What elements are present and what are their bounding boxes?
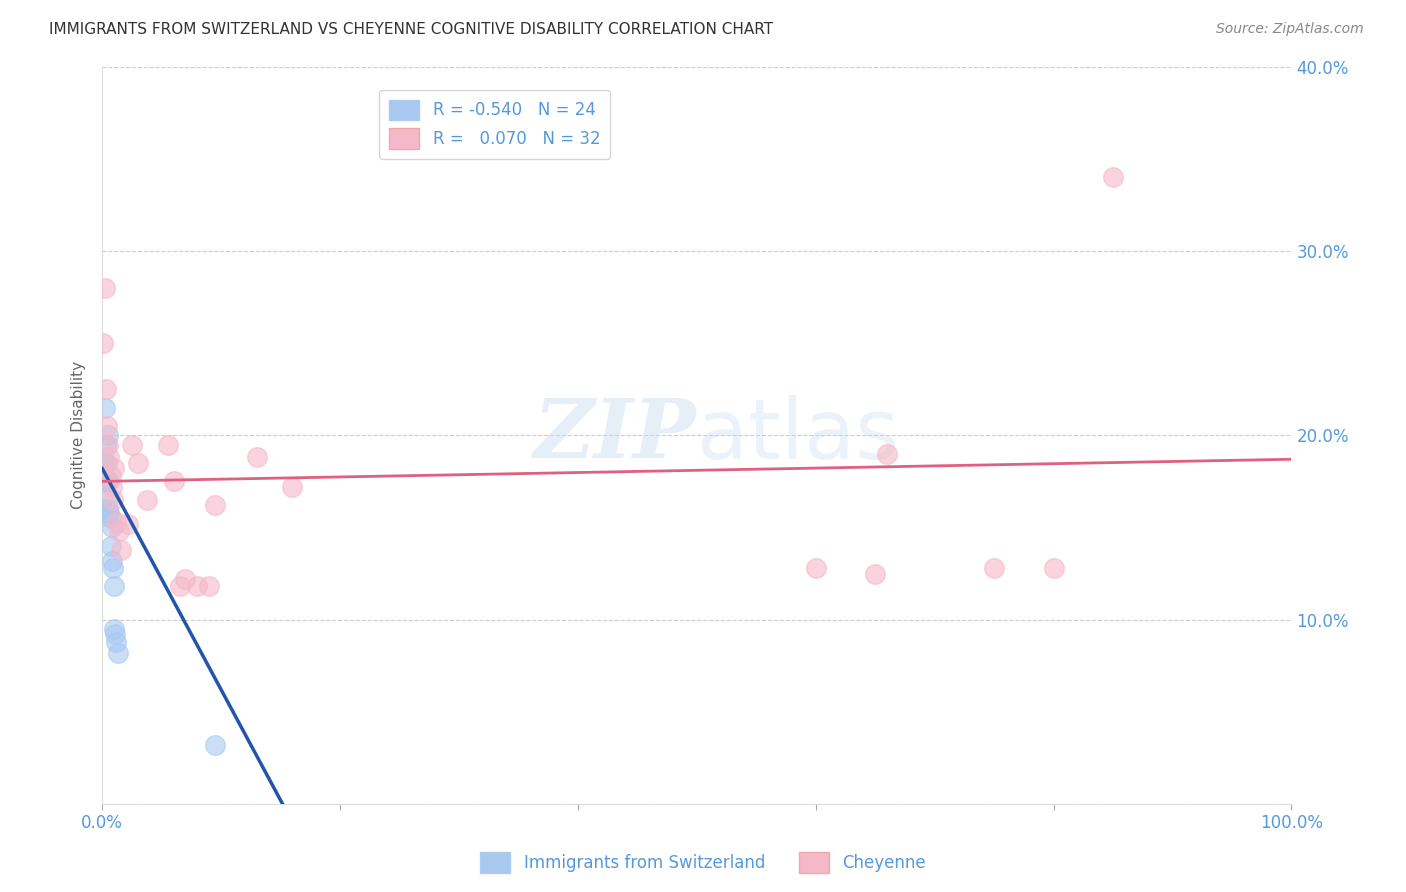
Point (100, 511, 122, 525)
Point (93, 456, 115, 470)
Point (105, 515, 128, 529)
Text: ZIP: ZIP (534, 395, 697, 475)
Point (156, 437, 179, 451)
Point (136, 492, 159, 507)
Point (103, 622, 125, 636)
Point (983, 561, 1005, 575)
Point (94, 437, 117, 451)
Point (246, 450, 269, 465)
Point (804, 561, 827, 575)
Point (281, 480, 304, 494)
Point (98, 506, 121, 520)
Point (100, 468, 122, 483)
Point (863, 566, 886, 581)
Point (204, 738, 226, 752)
Point (96, 419, 118, 434)
Point (121, 437, 143, 451)
Legend: Immigrants from Switzerland, Cheyenne: Immigrants from Switzerland, Cheyenne (474, 846, 932, 880)
Point (100, 554, 122, 568)
Point (198, 579, 221, 593)
Point (110, 542, 132, 557)
Point (97, 475, 120, 489)
Point (104, 627, 127, 641)
Point (1102, 170, 1125, 185)
Point (93, 336, 115, 351)
Point (186, 579, 208, 593)
Point (94, 475, 117, 489)
Text: IMMIGRANTS FROM SWITZERLAND VS CHEYENNE COGNITIVE DISABILITY CORRELATION CHART: IMMIGRANTS FROM SWITZERLAND VS CHEYENNE … (49, 22, 773, 37)
Text: Source: ZipAtlas.com: Source: ZipAtlas.com (1216, 22, 1364, 37)
Point (105, 634, 128, 648)
Point (1042, 561, 1064, 575)
Point (97, 428, 120, 442)
Point (204, 499, 226, 513)
Point (93, 281, 115, 295)
Legend: R = -0.540   N = 24, R =   0.070   N = 32: R = -0.540 N = 24, R = 0.070 N = 32 (380, 90, 610, 159)
Y-axis label: Cognitive Disability: Cognitive Disability (72, 361, 86, 509)
Point (97, 502, 120, 516)
Point (103, 579, 125, 593)
Point (94, 382, 117, 396)
Point (96, 492, 118, 507)
Point (93, 502, 115, 516)
Point (100, 480, 122, 494)
Point (93, 401, 115, 415)
Point (100, 539, 122, 553)
Point (103, 461, 125, 475)
Point (101, 492, 124, 507)
Point (96, 456, 118, 470)
Point (162, 475, 184, 489)
Point (100, 520, 122, 534)
Point (93, 475, 115, 489)
Point (876, 447, 898, 461)
Text: atlas: atlas (697, 395, 898, 475)
Point (127, 456, 149, 470)
Point (98, 475, 121, 489)
Point (108, 524, 131, 538)
Point (117, 516, 139, 531)
Point (101, 561, 124, 575)
Point (174, 572, 197, 586)
Point (169, 579, 191, 593)
Point (107, 646, 129, 660)
Point (98, 450, 121, 465)
Point (97, 437, 120, 451)
